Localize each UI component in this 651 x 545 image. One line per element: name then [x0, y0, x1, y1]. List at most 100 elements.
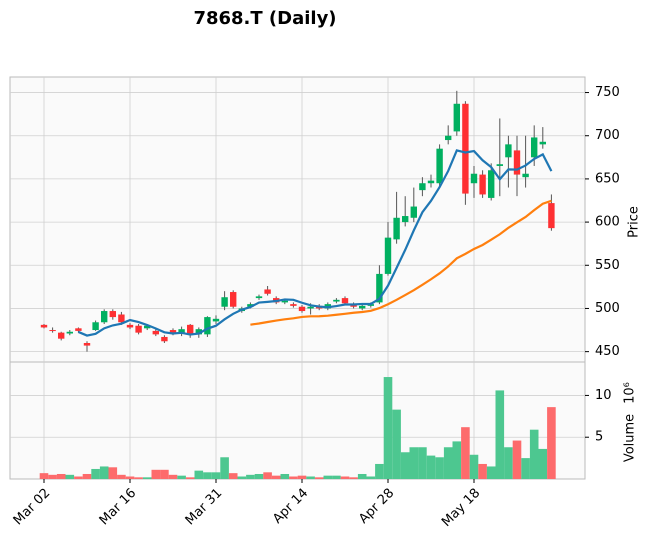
candle-body	[195, 329, 202, 335]
volume-bar	[74, 476, 83, 479]
candle-body	[410, 206, 417, 218]
candle-body	[281, 300, 288, 303]
x-tick-label: Mar 31	[183, 486, 226, 529]
volume-bar	[435, 457, 444, 479]
volume-bar	[452, 441, 462, 479]
volume-bar	[340, 476, 350, 479]
volume-bar	[142, 477, 152, 479]
volume-bar	[323, 475, 333, 479]
volume-bar	[220, 457, 229, 479]
volume-bar	[203, 472, 212, 479]
candle-body	[307, 306, 314, 309]
candle-body	[548, 203, 555, 229]
volume-bar	[151, 469, 161, 479]
volume-bar	[400, 452, 410, 479]
candle-body	[212, 318, 220, 322]
volume-bar	[177, 475, 186, 479]
candle-body	[488, 170, 495, 198]
candle-body	[496, 164, 503, 166]
volume-bar	[306, 476, 315, 479]
candle-body	[505, 144, 512, 158]
volume-bar	[280, 473, 290, 479]
candle-body	[264, 289, 271, 294]
candle-body	[169, 330, 177, 334]
candle-body	[161, 336, 168, 342]
price-panel	[9, 76, 586, 363]
volume-bar	[418, 447, 427, 479]
candle-body	[66, 331, 73, 334]
candle-body	[359, 305, 366, 309]
volume-bar	[65, 474, 75, 479]
moving-average-line	[77, 149, 553, 337]
volume-bar	[160, 469, 169, 479]
candle-body	[393, 217, 400, 240]
candle-body	[40, 324, 48, 328]
volume-bar	[168, 474, 178, 479]
candle-body	[255, 296, 263, 299]
volume-bar	[409, 447, 419, 479]
candle-body	[109, 311, 116, 318]
volume-bar	[297, 475, 307, 479]
y-tick-label: 500	[595, 301, 620, 316]
y-tick-label: 700	[595, 128, 620, 143]
candle-body	[49, 330, 56, 332]
y-tick-label: 5	[595, 430, 603, 445]
volume-bar	[504, 447, 513, 479]
volume-bar	[108, 467, 118, 479]
candle-body	[144, 325, 151, 329]
y-tick-label: 600	[595, 215, 620, 230]
candle-body	[436, 148, 443, 184]
volume-bar	[426, 455, 436, 479]
x-tick-label: Apr 14	[270, 486, 311, 527]
candle-body	[247, 304, 254, 307]
volume-bar	[271, 475, 281, 479]
x-tick-label: Mar 02	[11, 486, 54, 529]
volume-bar	[194, 470, 204, 479]
candle-body	[445, 135, 452, 141]
volume-bar	[383, 377, 393, 479]
volume-bar	[117, 474, 126, 479]
volume-bar	[246, 474, 255, 479]
volume-bar	[538, 448, 548, 479]
candle-body	[83, 343, 91, 346]
volume-bar	[56, 473, 66, 479]
volume-bar	[375, 463, 384, 479]
candle-body	[187, 324, 194, 335]
y-tick-label: 550	[595, 258, 620, 273]
candle-body	[204, 317, 211, 335]
candle-body	[462, 103, 469, 194]
candle-body	[58, 332, 65, 339]
volume-bar	[443, 447, 453, 479]
candle-body	[126, 324, 134, 328]
volume-bar	[211, 472, 221, 479]
volume-bar	[82, 473, 92, 479]
volume-bar	[237, 476, 247, 479]
volume-exponent: 10⁶	[623, 382, 638, 404]
volume-bar	[48, 474, 57, 479]
candle-body	[513, 150, 521, 175]
candle-body	[384, 237, 392, 274]
candle-body	[118, 314, 125, 323]
x-tick-label: Apr 28	[356, 486, 397, 527]
candle-body	[402, 216, 409, 223]
candle-body	[333, 299, 340, 302]
volume-panel	[9, 361, 586, 480]
volume-bar	[521, 458, 530, 479]
candle-body	[479, 174, 486, 195]
candle-body	[92, 322, 99, 331]
x-tick-label: Mar 16	[97, 486, 140, 529]
candle-body	[522, 173, 529, 178]
volume-bar	[185, 477, 195, 479]
volume-axis-label: Volume	[623, 414, 638, 462]
volume-bar	[332, 475, 341, 479]
volume-bar	[366, 476, 376, 479]
volume-bar	[486, 466, 496, 479]
y-tick-label: 650	[595, 171, 620, 186]
volume-bar	[478, 463, 487, 479]
candle-body	[341, 298, 349, 304]
candle-body	[101, 311, 108, 323]
candle-body	[539, 141, 546, 145]
volume-bar	[134, 477, 143, 479]
x-tick-label: May 18	[439, 486, 483, 530]
